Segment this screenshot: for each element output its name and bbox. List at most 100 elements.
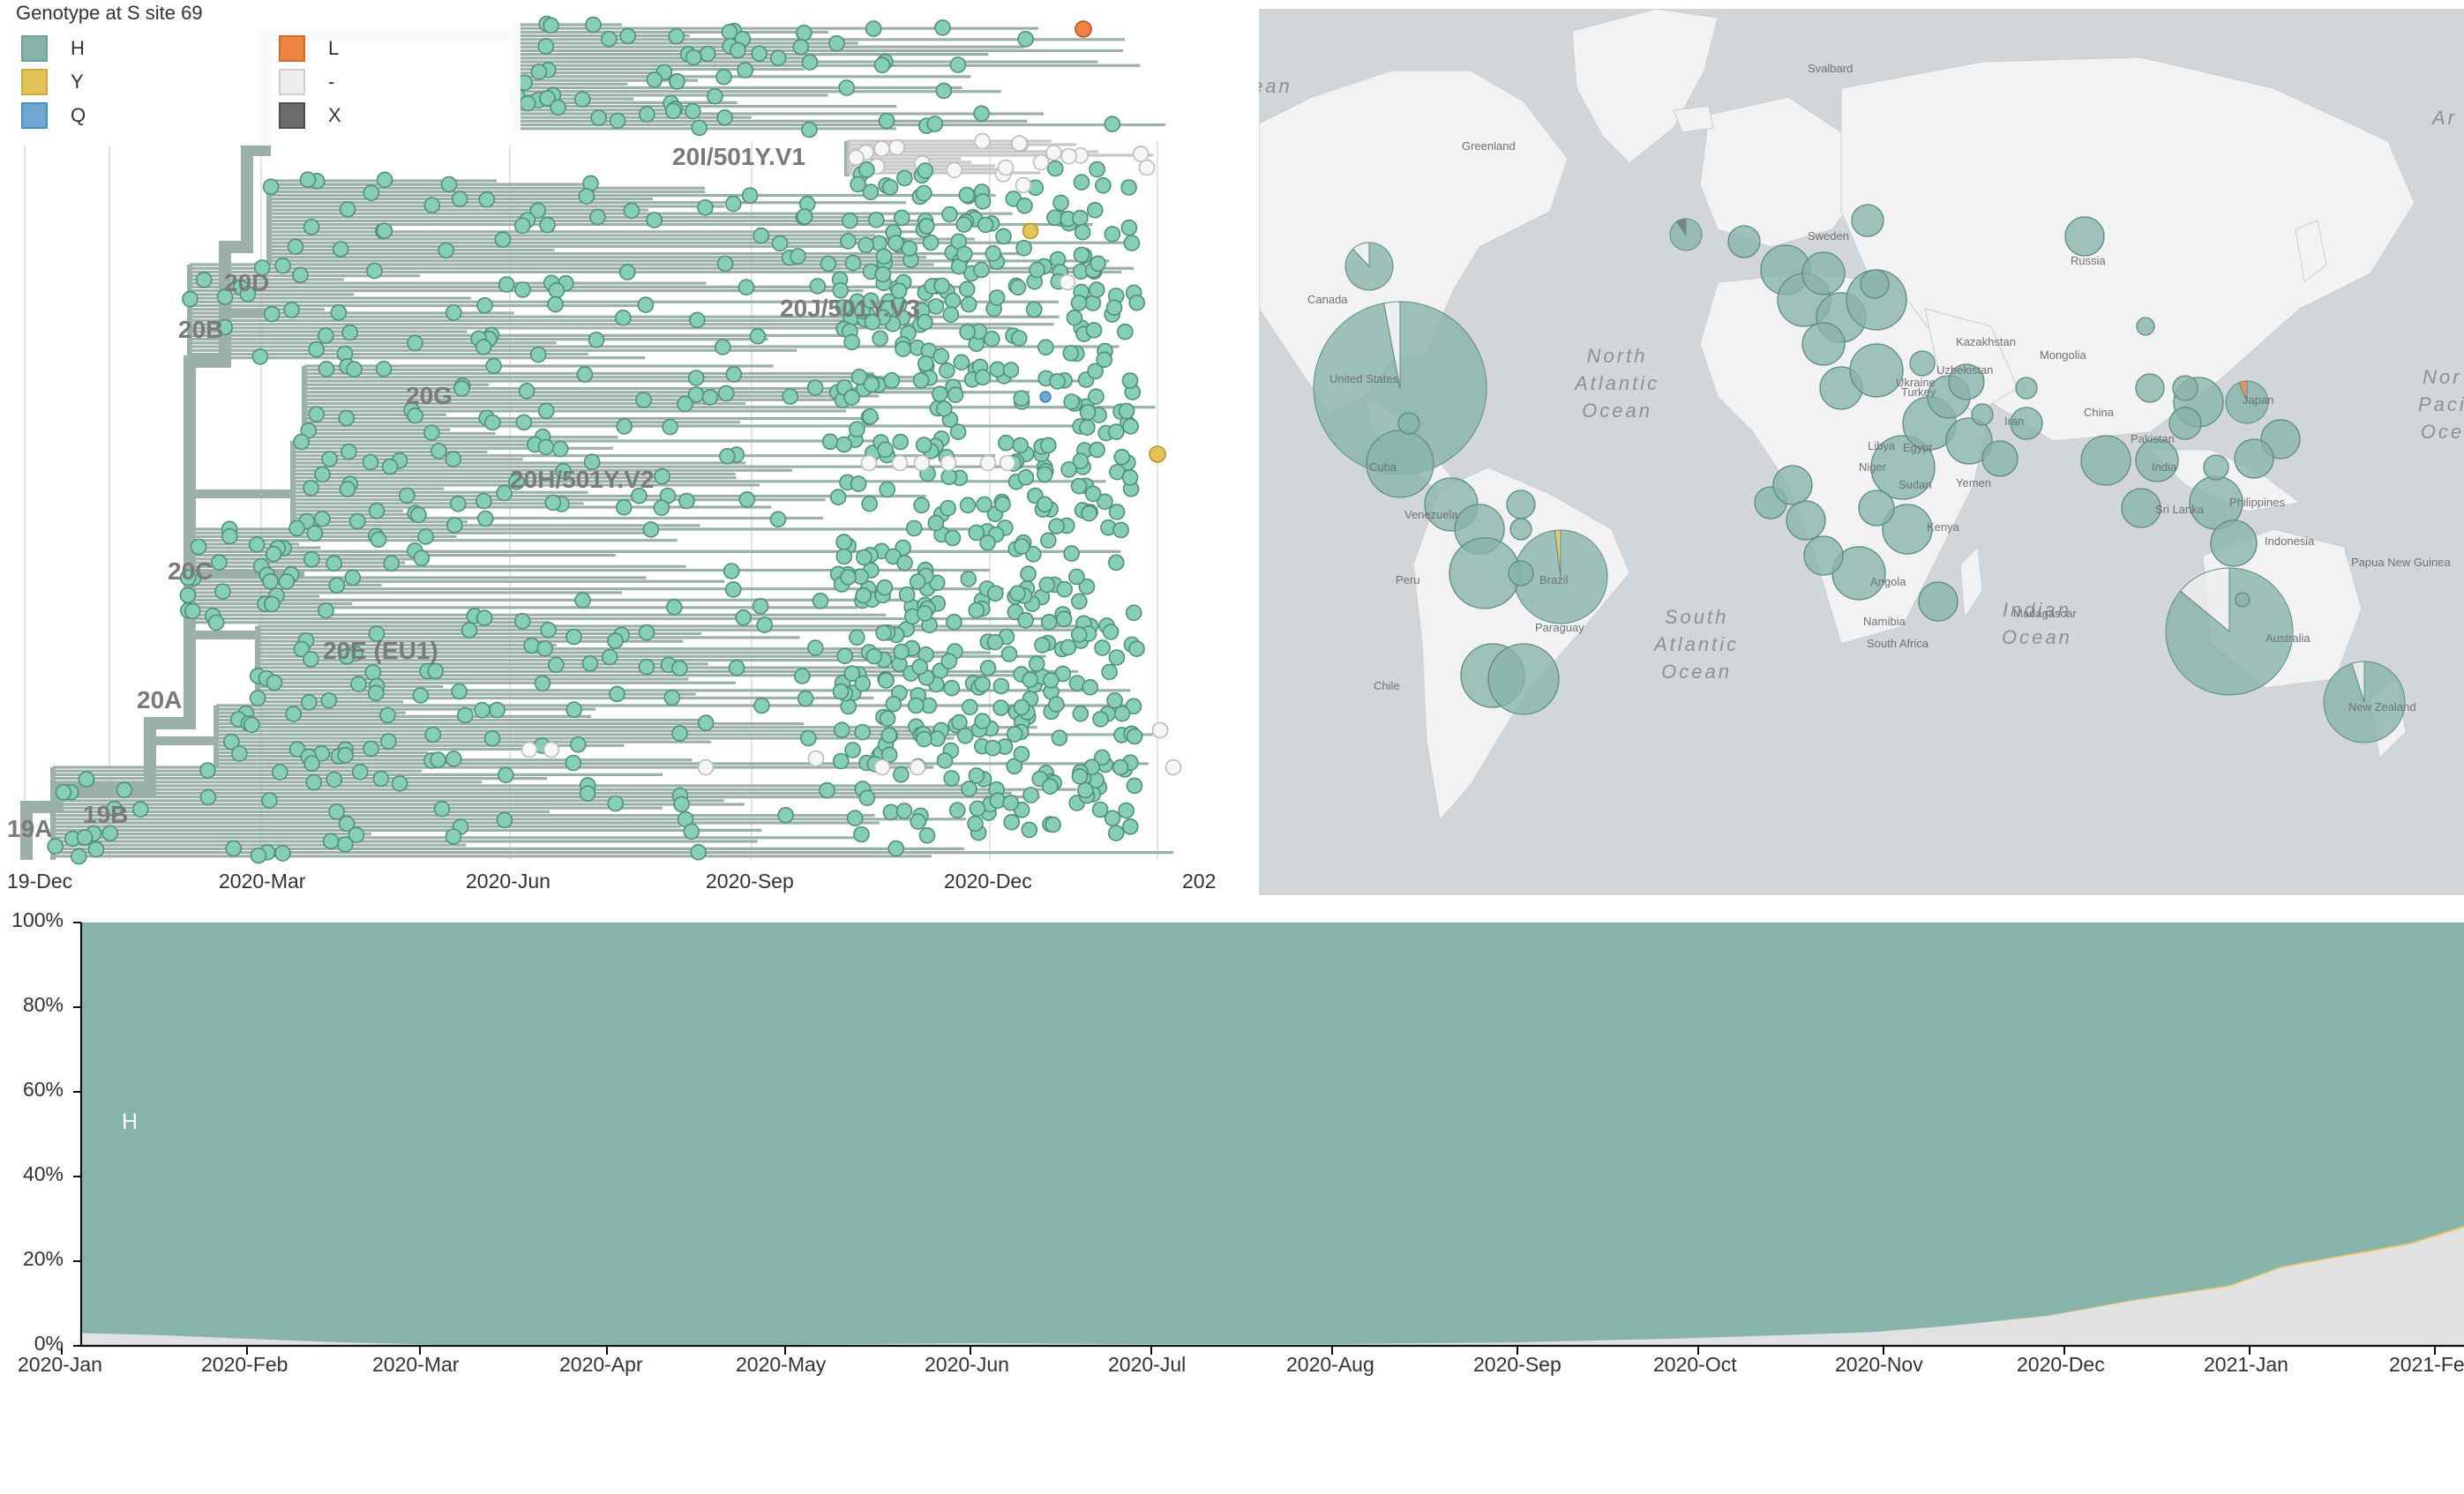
tree-tip[interactable] bbox=[1016, 198, 1033, 214]
tree-tip[interactable] bbox=[341, 324, 359, 341]
tree-tip[interactable] bbox=[521, 741, 538, 758]
tree-tip[interactable] bbox=[274, 845, 291, 862]
pie-region[interactable] bbox=[2010, 407, 2043, 440]
tree-tip[interactable] bbox=[848, 149, 865, 167]
tree-tip[interactable] bbox=[992, 677, 1010, 695]
pie-slice[interactable] bbox=[2210, 519, 2258, 567]
tree-tip[interactable] bbox=[407, 407, 423, 424]
tree-tip[interactable] bbox=[890, 282, 908, 300]
tree-tip[interactable] bbox=[116, 781, 133, 799]
tree-tip[interactable] bbox=[697, 758, 715, 776]
tree-tip[interactable] bbox=[908, 697, 925, 714]
tree-tip[interactable] bbox=[1090, 255, 1106, 273]
tree-tip[interactable] bbox=[635, 392, 652, 408]
tree-tip[interactable] bbox=[1104, 226, 1121, 243]
pie-slice[interactable] bbox=[1509, 518, 1532, 541]
tree-tip[interactable] bbox=[341, 443, 357, 460]
pie-region[interactable] bbox=[2064, 216, 2105, 257]
tree-tip[interactable] bbox=[261, 792, 278, 809]
tree-tip[interactable] bbox=[867, 212, 885, 228]
clade-label-20d[interactable]: 20D bbox=[224, 269, 270, 296]
tree-tip[interactable] bbox=[375, 360, 393, 377]
tree-tip[interactable] bbox=[514, 281, 531, 298]
tree-tip[interactable] bbox=[430, 442, 447, 459]
tree-tip[interactable] bbox=[585, 16, 602, 34]
pie-region[interactable] bbox=[1870, 435, 1936, 500]
tree-tip[interactable] bbox=[1118, 802, 1135, 819]
tree-tip[interactable] bbox=[1063, 393, 1080, 410]
tree-tip[interactable] bbox=[984, 330, 1000, 347]
tree-tip[interactable] bbox=[974, 713, 991, 730]
tree-tip[interactable] bbox=[917, 162, 934, 179]
tree-tip[interactable] bbox=[1073, 174, 1090, 190]
tree-tip[interactable] bbox=[896, 554, 913, 571]
pie-iceland[interactable] bbox=[1669, 218, 1703, 251]
tree-tip[interactable] bbox=[1120, 219, 1138, 236]
pie-slice[interactable] bbox=[1366, 430, 1434, 498]
tree-tip[interactable] bbox=[1055, 610, 1073, 628]
tree-tip[interactable] bbox=[1025, 301, 1043, 318]
tree-tip[interactable] bbox=[714, 339, 731, 355]
tree-tip[interactable] bbox=[1062, 345, 1079, 362]
tree-tip[interactable] bbox=[1079, 404, 1097, 421]
tree-tip[interactable] bbox=[555, 462, 572, 480]
tree-tip[interactable] bbox=[274, 257, 291, 274]
tree-tip[interactable] bbox=[368, 625, 386, 642]
tree-tip[interactable] bbox=[716, 109, 733, 126]
tree-tip[interactable] bbox=[391, 774, 408, 792]
pie-japan[interactable] bbox=[2225, 380, 2269, 424]
pie-slice[interactable] bbox=[1506, 489, 1536, 519]
tree-tip[interactable] bbox=[317, 327, 334, 344]
tree-tip[interactable] bbox=[753, 227, 770, 244]
pie-slice[interactable] bbox=[1851, 204, 1884, 237]
tree-tip[interactable] bbox=[318, 361, 335, 377]
tree-tip[interactable] bbox=[932, 385, 948, 403]
tree-tip[interactable] bbox=[618, 264, 636, 280]
tree-tip[interactable] bbox=[1081, 504, 1097, 522]
tree-tip[interactable] bbox=[337, 746, 354, 764]
tree-tip[interactable] bbox=[936, 752, 954, 769]
tree-tip[interactable] bbox=[293, 640, 311, 658]
pie-slice[interactable] bbox=[2010, 407, 2043, 440]
pie-slice[interactable] bbox=[2136, 317, 2155, 336]
tree-tip[interactable] bbox=[623, 202, 640, 220]
tree-tip[interactable] bbox=[1071, 767, 1089, 785]
tree-tip[interactable] bbox=[992, 699, 1009, 716]
tree-tip[interactable] bbox=[332, 241, 349, 258]
clade-label-20j[interactable]: 20J/501Y.V3 bbox=[780, 295, 920, 322]
tree-tip[interactable] bbox=[214, 583, 231, 601]
tree-tip[interactable] bbox=[878, 112, 895, 130]
tree-canvas[interactable] bbox=[0, 0, 1217, 908]
tree-tip[interactable] bbox=[346, 361, 363, 378]
tree-tip[interactable] bbox=[911, 658, 928, 676]
pie-australia[interactable] bbox=[2165, 567, 2294, 696]
tree-tip[interactable] bbox=[475, 339, 492, 355]
tree-tip[interactable] bbox=[250, 847, 267, 864]
tree-tip[interactable] bbox=[782, 388, 799, 405]
pie-slice[interactable] bbox=[2135, 438, 2179, 482]
pie-brazil[interactable] bbox=[1513, 529, 1608, 624]
tree-tip[interactable] bbox=[949, 56, 967, 73]
tree-tip[interactable] bbox=[1078, 578, 1096, 595]
tree-tip[interactable] bbox=[1108, 423, 1125, 440]
tree-tip[interactable] bbox=[835, 436, 853, 453]
tree-tip[interactable] bbox=[1094, 639, 1111, 656]
tree-tip[interactable] bbox=[474, 701, 491, 719]
tree-tip[interactable] bbox=[738, 491, 756, 508]
tree-tip[interactable] bbox=[569, 736, 587, 753]
tree-tip[interactable] bbox=[1089, 161, 1105, 178]
tree-tip[interactable] bbox=[367, 684, 385, 702]
tree-tip[interactable] bbox=[306, 525, 324, 542]
clade-label-19b[interactable]: 19B bbox=[83, 801, 129, 828]
tree-tip[interactable] bbox=[417, 528, 434, 545]
tree-tip[interactable] bbox=[344, 569, 362, 586]
pie-slice[interactable] bbox=[1772, 465, 1813, 505]
tree-tip[interactable] bbox=[642, 521, 660, 538]
tree-tip[interactable] bbox=[314, 466, 331, 483]
tree-tip[interactable] bbox=[974, 193, 992, 210]
tree-tip[interactable] bbox=[283, 302, 300, 318]
tree-tip[interactable] bbox=[979, 660, 997, 676]
tree-tip[interactable] bbox=[958, 186, 976, 204]
pie-slice[interactable] bbox=[2235, 592, 2251, 608]
tree-tip[interactable] bbox=[753, 697, 770, 714]
